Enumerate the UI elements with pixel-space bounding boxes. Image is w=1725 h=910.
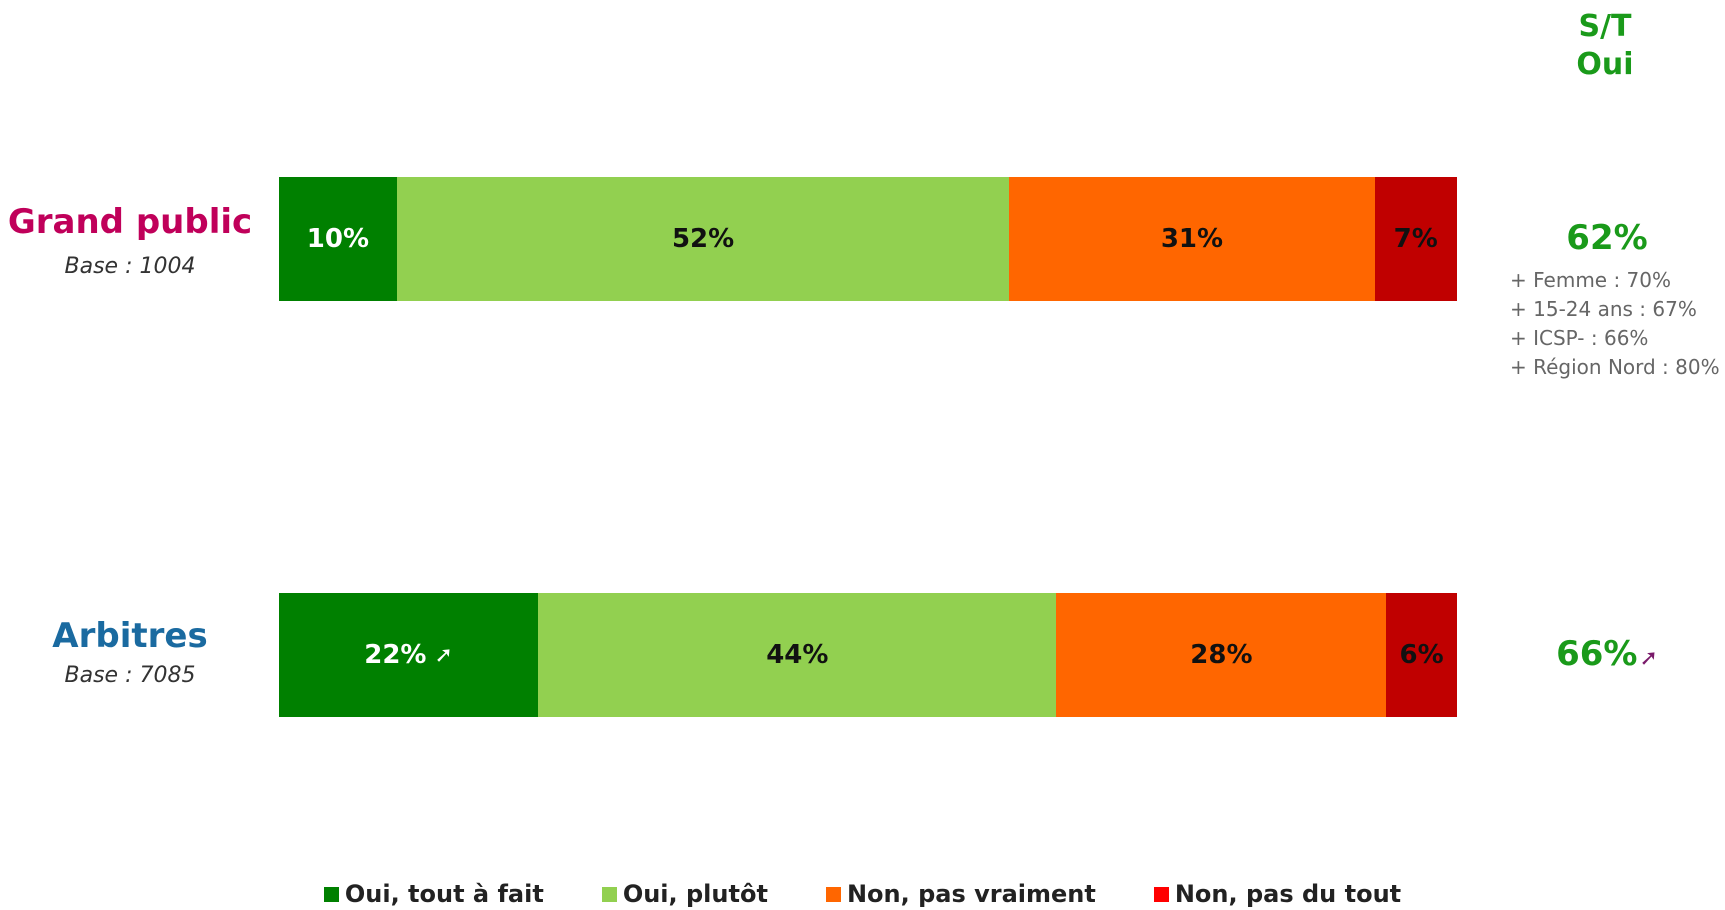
bar-segment-oui-plutot: 44%: [538, 593, 1057, 717]
group-label-grand-public: Grand public: [7, 202, 253, 242]
bar-segment-non-pas-du-tout: 7%: [1374, 177, 1457, 301]
st-oui-label: 62%: [1566, 218, 1648, 258]
segment-label: 31%: [1160, 224, 1224, 254]
trend-up-icon: ➚: [1639, 646, 1658, 671]
group-base-arbitres: Base : 7085: [64, 663, 196, 688]
group-label-arbitres: Arbitres: [52, 616, 208, 656]
segment-label: 10%: [306, 224, 370, 254]
legend-swatch: [323, 886, 339, 902]
legend-label: Non, pas vraiment: [846, 880, 1096, 908]
stacked-bar-grand-public: 10% 52% 31% 7%: [279, 177, 1457, 301]
note-item: + 15-24 ans : 67%: [1510, 297, 1697, 321]
trend-up-icon: ➚: [434, 642, 453, 668]
legend-label: Oui, plutôt: [622, 880, 768, 908]
st-oui-value-arbitres: 66%➚: [1537, 634, 1677, 674]
st-header-line2: Oui: [1576, 47, 1634, 82]
segment-label: 52%: [671, 224, 735, 254]
legend-label: Non, pas du tout: [1174, 880, 1402, 908]
legend-item-oui-tout-a-fait: Oui, tout à fait: [323, 880, 544, 908]
note-item: + ICSP- : 66%: [1510, 326, 1649, 350]
segment-label: 44%: [766, 640, 829, 670]
note-item: + Région Nord : 80%: [1510, 355, 1720, 379]
segment-label: 22%: [364, 640, 427, 670]
bar-segment-non-pas-du-tout: 6%: [1386, 593, 1457, 717]
bar-segment-oui-tout-a-fait: 10%: [279, 177, 397, 301]
st-oui-label: 66%: [1556, 634, 1638, 674]
st-oui-value-grand-public: 62%: [1537, 218, 1677, 258]
legend-swatch: [825, 886, 841, 902]
bar-segment-non-pas-vraiment: 28%: [1056, 593, 1387, 717]
subgroup-notes-grand-public: + Femme : 70% + 15-24 ans : 67% + ICSP- …: [1510, 266, 1720, 382]
st-oui-header: S/T Oui: [1545, 8, 1665, 84]
legend-item-oui-plutot: Oui, plutôt: [601, 880, 768, 908]
st-header-line1: S/T: [1578, 9, 1632, 44]
legend-swatch: [601, 886, 617, 902]
note-item: + Femme : 70%: [1510, 268, 1672, 292]
segment-label: 28%: [1190, 640, 1253, 670]
segment-label: 6%: [1399, 640, 1444, 670]
group-base-grand-public: Base : 1004: [64, 254, 196, 279]
legend: Oui, tout à fait Oui, plutôt Non, pas vr…: [0, 880, 1725, 908]
bar-segment-oui-tout-a-fait: 22% ➚: [279, 593, 539, 717]
segment-label: 7%: [1393, 224, 1438, 254]
legend-label: Oui, tout à fait: [344, 880, 544, 908]
bar-segment-oui-plutot: 52%: [396, 177, 1010, 301]
bar-segment-non-pas-vraiment: 31%: [1009, 177, 1375, 301]
legend-item-non-pas-du-tout: Non, pas du tout: [1153, 880, 1402, 908]
stacked-bar-arbitres: 22% ➚ 44% 28% 6%: [279, 593, 1457, 717]
legend-item-non-pas-vraiment: Non, pas vraiment: [825, 880, 1096, 908]
legend-swatch: [1153, 886, 1169, 902]
